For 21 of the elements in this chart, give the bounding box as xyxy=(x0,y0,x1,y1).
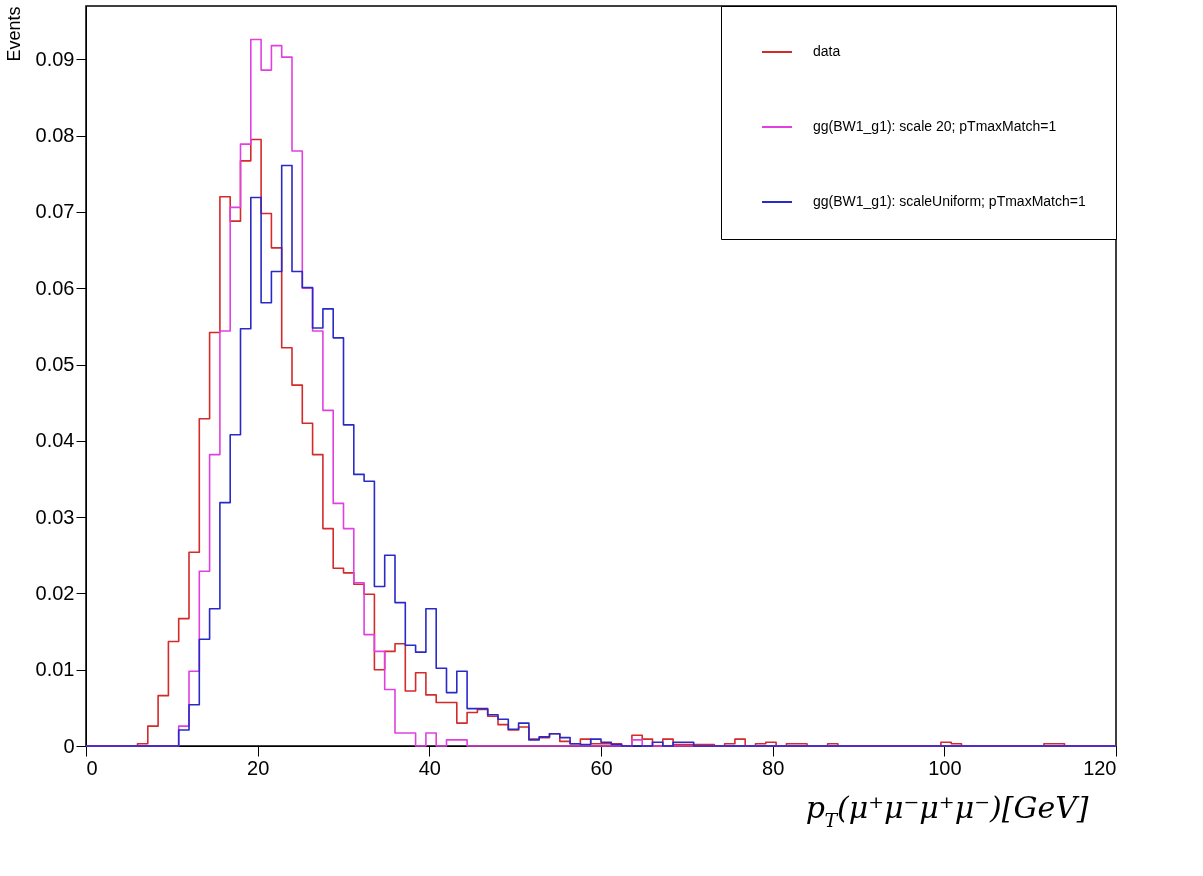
legend-label: gg(BW1_g1): scale 20; pTmaxMatch=1 xyxy=(813,118,1057,134)
y-tick-label: 0.05 xyxy=(35,353,75,376)
y-tick-label: 0.04 xyxy=(35,429,75,452)
legend-label: gg(BW1_g1): scaleUniform; pTmaxMatch=1 xyxy=(813,193,1086,209)
y-tick-label: 0 xyxy=(63,734,75,757)
x-tick-label: 20 xyxy=(247,756,270,779)
x-tick-label: 80 xyxy=(762,756,785,779)
x-tick-label: 0 xyxy=(86,756,98,779)
y-tick-label: 0.01 xyxy=(35,658,75,681)
y-tick-label: 0.03 xyxy=(35,505,75,528)
y-tick-label: 0.02 xyxy=(35,581,75,604)
y-tick-label: 0.09 xyxy=(35,47,75,70)
y-axis-title: Events xyxy=(3,6,24,62)
y-tick-label: 0.06 xyxy=(35,276,75,299)
y-tick-label: 0.07 xyxy=(35,200,75,223)
x-tick-label: 60 xyxy=(590,756,613,779)
x-tick-label: 40 xyxy=(418,756,441,779)
x-tick-label: 100 xyxy=(928,756,962,779)
y-tick-label: 0.08 xyxy=(35,124,75,147)
legend-label: data xyxy=(813,43,841,59)
x-tick-label: 120 xyxy=(1083,756,1117,779)
